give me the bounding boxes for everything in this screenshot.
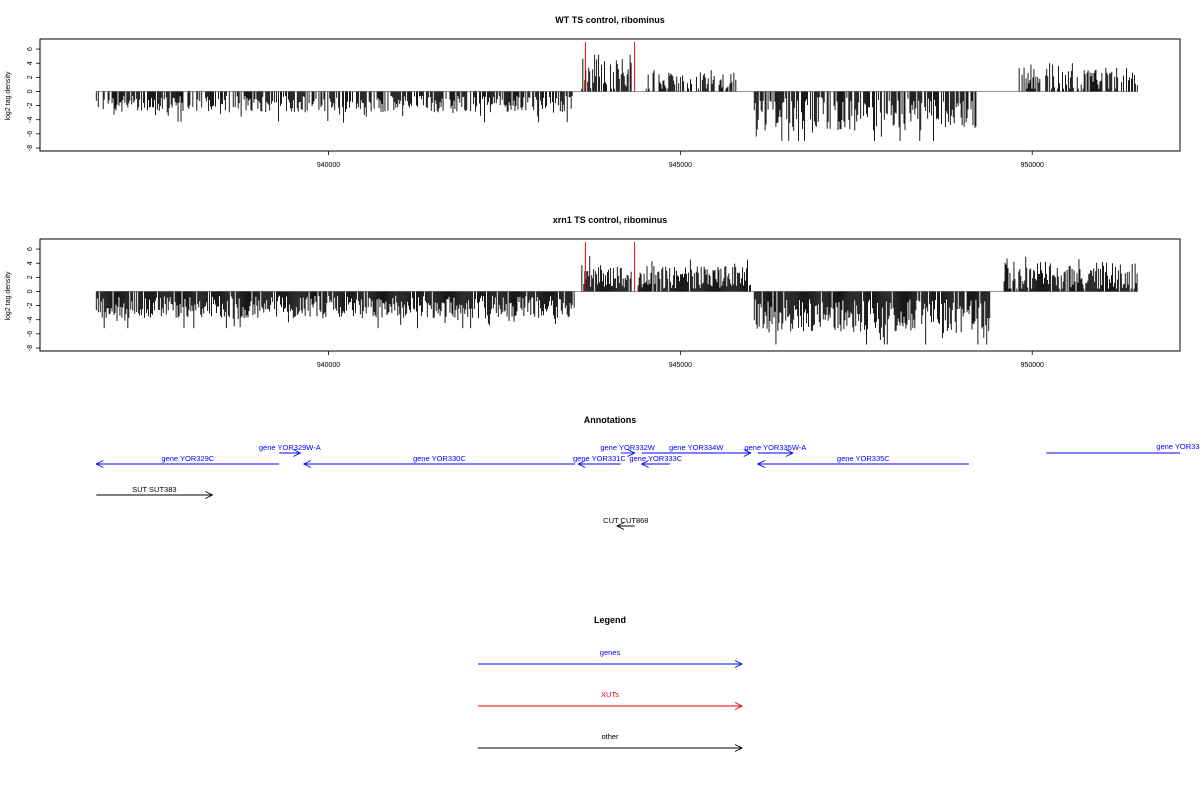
- arrowhead: [205, 491, 214, 499]
- y-tick-label: -8: [27, 345, 34, 351]
- arrowhead: [616, 522, 625, 530]
- xrn1-track-y-axis: 6 4 2 0 -2 -4 -6 -8: [27, 247, 40, 351]
- annotations-title: Annotations: [584, 415, 637, 425]
- wt-track-plot-frame: [39, 38, 1181, 152]
- legend-items: genes XUTs other: [478, 648, 744, 752]
- y-tick-label: -4: [27, 317, 34, 323]
- annotation-features: gene YOR329C gene YOR329W-A gene YOR330C ge…: [95, 442, 1200, 530]
- annotation-label: gene YOR333C: [629, 454, 682, 463]
- y-tick-label: 6: [27, 47, 34, 51]
- annotation-label: gene YOR336: [1156, 442, 1200, 451]
- legend-label: genes: [600, 648, 621, 657]
- arrowhead: [640, 460, 649, 468]
- legend-arrowhead: [734, 702, 744, 710]
- y-tick-label: 2: [27, 75, 34, 79]
- y-tick-label: -8: [27, 145, 34, 151]
- legend-title: Legend: [594, 615, 626, 625]
- annotation-label: gene YOR331C: [573, 454, 626, 463]
- x-tick-label: 950000: [1021, 162, 1044, 169]
- legend-arrowhead: [734, 660, 744, 668]
- wt-track-y-axis: 6 4 2 0 -2 -4 -6 -8: [27, 47, 40, 151]
- wt-track-bars: [95, 54, 1138, 141]
- y-tick-label: -6: [27, 131, 34, 137]
- y-tick-label: 4: [27, 261, 34, 265]
- y-tick-label: 4: [27, 61, 34, 65]
- wt-track-panel: WT TS control, ribominus log2 tag densit…: [5, 15, 1181, 169]
- annotation-label: gene YOR332W: [600, 443, 655, 452]
- annotation-label: gene YOR334W: [669, 443, 724, 452]
- y-tick-label: -4: [27, 117, 34, 123]
- y-tick-label: 6: [27, 247, 34, 251]
- arrowhead: [785, 449, 794, 457]
- xrn1-track-ylabel: log2 tag density: [5, 271, 12, 321]
- wt-track-x-axis: 940000 945000 950000: [317, 151, 1044, 169]
- annotation-label: gene YOR335W-A: [744, 443, 806, 452]
- annotation-label: gene YOR329C: [161, 454, 214, 463]
- annotation-label: gene YOR329W-A: [259, 443, 321, 452]
- annotation-label: gene YOR335C: [837, 454, 890, 463]
- annotation-label: CUT CUT868: [603, 516, 648, 525]
- wt-track-xut-markers: [584, 42, 636, 92]
- xrn1-track-title: xrn1 TS control, ribominus: [553, 215, 668, 225]
- x-tick-label: 940000: [317, 362, 340, 369]
- arrowhead: [293, 449, 302, 457]
- arrowhead: [95, 460, 104, 468]
- annotation-label: SUT SUT383: [132, 485, 176, 494]
- annotation-label: gene YOR330C: [413, 454, 466, 463]
- y-tick-label: 2: [27, 275, 34, 279]
- legend-label: XUTs: [601, 690, 619, 699]
- y-tick-label: 0: [27, 89, 34, 93]
- wt-track-ylabel: log2 tag density: [5, 71, 12, 121]
- xrn1-track-plot-frame: [39, 238, 1181, 352]
- x-tick-label: 945000: [669, 362, 692, 369]
- x-tick-label: 940000: [317, 162, 340, 169]
- arrowhead: [743, 449, 752, 457]
- x-tick-label: 945000: [669, 162, 692, 169]
- legend-arrowhead: [734, 744, 744, 752]
- xrn1-track-xut-markers: [584, 242, 636, 292]
- xrn1-track-bars: [95, 256, 1138, 345]
- arrowhead: [756, 460, 765, 468]
- arrowhead: [577, 460, 586, 468]
- xrn1-track-x-axis: 940000 945000 950000: [317, 351, 1044, 369]
- y-tick-label: -6: [27, 331, 34, 337]
- y-tick-label: 0: [27, 289, 34, 293]
- x-tick-label: 950000: [1021, 362, 1044, 369]
- legend-panel: Legend genes XUTs other: [478, 615, 744, 752]
- arrowhead: [302, 460, 312, 468]
- xrn1-track-panel: xrn1 TS control, ribominus log2 tag dens…: [5, 215, 1181, 369]
- wt-track-title: WT TS control, ribominus: [555, 15, 665, 25]
- y-tick-label: -2: [27, 102, 34, 108]
- y-tick-label: -2: [27, 302, 34, 308]
- legend-label: other: [601, 732, 619, 741]
- arrowhead: [627, 449, 636, 457]
